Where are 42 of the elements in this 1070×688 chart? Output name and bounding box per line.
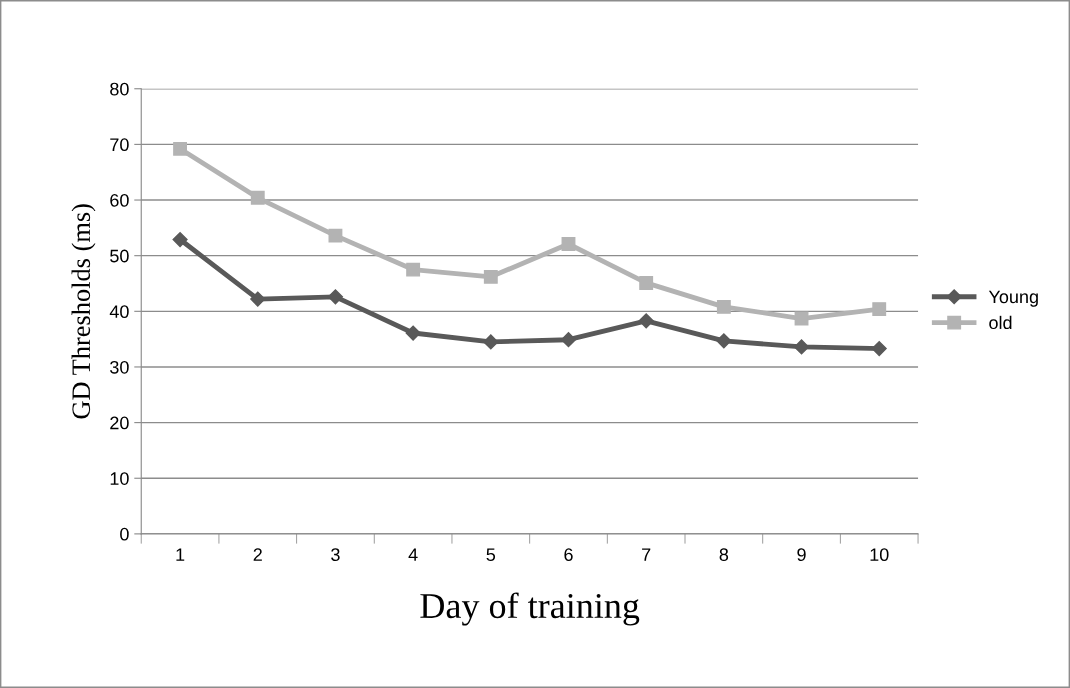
x-axis-title: Day of training bbox=[420, 592, 640, 626]
x-tick-label: 6 bbox=[564, 548, 573, 562]
y-tick-label: 10 bbox=[110, 472, 129, 485]
point bbox=[871, 341, 887, 357]
point bbox=[638, 313, 654, 329]
x-tick-label: 2 bbox=[253, 548, 262, 561]
x-tick-label: 5 bbox=[486, 548, 496, 562]
x-tick-label: 4 bbox=[408, 548, 418, 561]
point bbox=[639, 275, 654, 290]
point bbox=[406, 262, 421, 277]
legend-label: Young bbox=[988, 290, 1038, 307]
point bbox=[483, 334, 499, 350]
y-axis-title: GD Thresholds (ms) bbox=[71, 204, 96, 419]
y-tick-label: 30 bbox=[110, 360, 129, 374]
y-tick-label: 60 bbox=[110, 193, 129, 207]
legend-label: old bbox=[989, 315, 1012, 330]
point bbox=[250, 291, 266, 307]
x-tick-label: 8 bbox=[719, 548, 729, 562]
point bbox=[405, 325, 421, 341]
point bbox=[250, 190, 265, 205]
y-tick-label: 70 bbox=[110, 138, 129, 152]
y-tick-label: 50 bbox=[110, 249, 129, 263]
x-tick-label: 9 bbox=[797, 548, 806, 562]
x-tick-label: 1 bbox=[176, 548, 185, 561]
point bbox=[716, 333, 732, 349]
point bbox=[483, 269, 498, 284]
y-tick-label: 80 bbox=[110, 82, 129, 96]
point bbox=[872, 302, 887, 317]
point bbox=[716, 299, 731, 314]
y-tick-label: 40 bbox=[109, 305, 129, 319]
point bbox=[173, 141, 188, 156]
point bbox=[560, 332, 577, 348]
point bbox=[561, 237, 576, 251]
point bbox=[172, 231, 188, 248]
point bbox=[793, 339, 810, 355]
x-tick-label: 3 bbox=[331, 548, 340, 562]
x-tick-label: 7 bbox=[642, 548, 651, 561]
point bbox=[327, 289, 344, 305]
x-tick-label: 10 bbox=[870, 548, 889, 562]
y-tick-label: 0 bbox=[120, 527, 129, 541]
point bbox=[328, 228, 343, 243]
y-tick-label: 20 bbox=[110, 416, 129, 430]
